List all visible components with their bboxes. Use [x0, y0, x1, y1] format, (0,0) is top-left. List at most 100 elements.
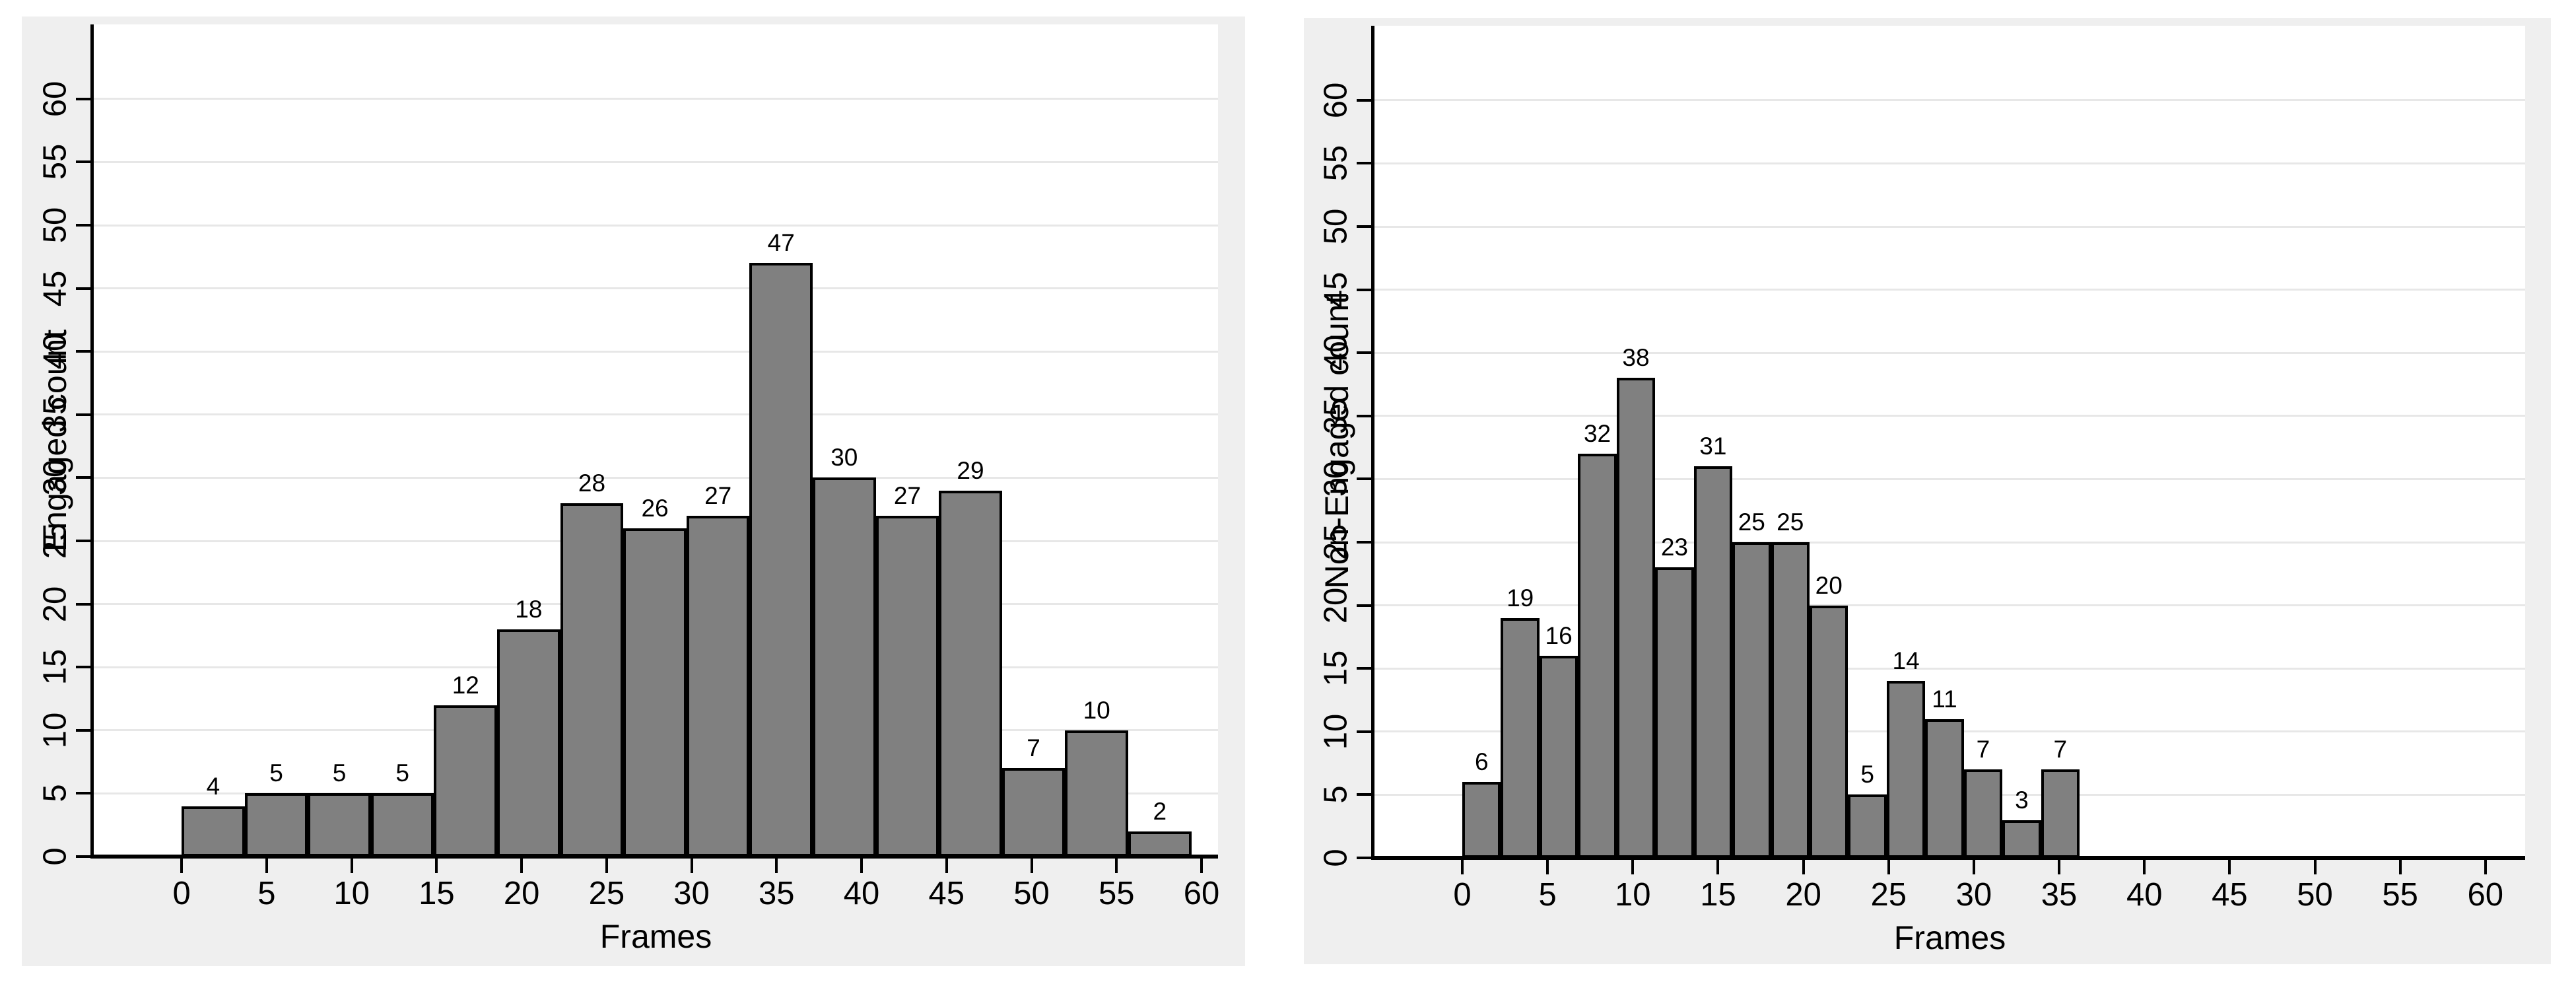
y-tick [76, 350, 90, 353]
x-tick-label: 15 [1700, 877, 1736, 913]
bar [370, 793, 434, 857]
x-tick [1631, 860, 1635, 874]
gridline [1374, 225, 2525, 228]
bar [1693, 466, 1733, 858]
x-tick-label: 5 [257, 876, 276, 911]
y-tick [76, 160, 90, 164]
x-tick [945, 859, 948, 873]
bar-label: 28 [578, 469, 606, 497]
bar [1616, 378, 1656, 858]
bar [1065, 730, 1128, 857]
x-tick-label: 35 [2041, 877, 2078, 913]
y-tick-label: 55 [37, 144, 73, 180]
bar-label: 6 [1474, 748, 1489, 776]
x-axis-title: Frames [599, 918, 712, 955]
bar-label: 27 [704, 481, 732, 509]
y-tick [76, 602, 90, 606]
x-tick-label: 20 [1785, 877, 1821, 913]
y-tick [76, 792, 90, 795]
bar-label: 20 [1815, 571, 1843, 599]
x-tick [265, 859, 268, 873]
x-tick [2228, 860, 2231, 874]
x-tick [350, 859, 353, 873]
bar [1655, 567, 1694, 858]
bar [1001, 768, 1066, 857]
bar [182, 806, 245, 857]
bar-label: 14 [1892, 647, 1920, 675]
bar [813, 477, 876, 857]
x-tick [860, 859, 864, 873]
bar [434, 705, 498, 857]
bar-label: 31 [1699, 433, 1727, 460]
y-tick-label: 60 [1318, 82, 1354, 119]
x-tick-label: 35 [759, 876, 795, 911]
x-tick [1200, 859, 1203, 873]
y-tick [76, 476, 90, 479]
x-tick-label: 40 [843, 876, 880, 911]
bar-label: 11 [1932, 685, 1957, 713]
gridline [1374, 99, 2525, 102]
x-tick-label: 25 [1870, 877, 1907, 913]
bar [1886, 681, 1926, 858]
x-tick [1461, 860, 1464, 874]
x-tick-label: 10 [1615, 877, 1651, 913]
x-tick-label: 50 [1013, 876, 1050, 911]
y-tick [1357, 351, 1371, 355]
bar-label: 30 [830, 444, 858, 472]
bar-label: 7 [2053, 736, 2068, 763]
x-axis-line [1374, 856, 2525, 860]
x-tick [2398, 860, 2402, 874]
bar-label: 12 [452, 671, 479, 699]
y-tick [1357, 793, 1371, 796]
x-tick-label: 15 [419, 876, 455, 911]
chart-figure-non-engaged: 6 19 16 32 38 23 31 25 25 20 5 14 11 7 3 7 0 5 10 15 20 25 30 3… [1304, 18, 2551, 964]
gridline [1374, 541, 2525, 544]
bar [1963, 769, 2003, 858]
x-tick [1115, 859, 1118, 873]
y-tick-label: 5 [37, 784, 73, 803]
y-axis-line [1371, 26, 1374, 860]
bar-label: 38 [1622, 344, 1650, 372]
bar-label: 29 [957, 456, 984, 484]
gridline [94, 98, 1218, 100]
y-tick [76, 666, 90, 669]
bar [1925, 719, 1964, 858]
x-tick [180, 859, 184, 873]
x-tick-label: 30 [1955, 877, 1992, 913]
x-tick [775, 859, 778, 873]
gridline [1374, 604, 2525, 607]
bar [1462, 782, 1501, 858]
gridline [94, 224, 1218, 227]
y-tick [1357, 162, 1371, 165]
x-tick [2143, 860, 2146, 874]
y-tick-label: 20 [1318, 587, 1354, 623]
bar-label: 27 [893, 481, 921, 509]
x-axis-title: Frames [1893, 919, 2006, 956]
x-tick-label: 30 [673, 876, 710, 911]
x-tick-label: 55 [2382, 877, 2418, 913]
bar [1128, 831, 1192, 857]
bar-label: 5 [332, 759, 347, 787]
gridline [1374, 477, 2525, 480]
gridline [94, 287, 1218, 290]
bar-label: 5 [1860, 761, 1874, 789]
bar [1732, 542, 1771, 858]
y-tick [1357, 225, 1371, 228]
gridline [94, 476, 1218, 479]
bar [623, 528, 687, 857]
x-tick [520, 859, 524, 873]
bar-label: 25 [1777, 509, 1804, 536]
x-tick [605, 859, 608, 873]
y-tick [1357, 414, 1371, 417]
y-tick-label: 55 [1318, 145, 1354, 182]
bar-label: 4 [206, 772, 220, 800]
x-tick-label: 0 [1453, 877, 1472, 913]
y-tick [76, 540, 90, 542]
bar-label: 3 [2015, 786, 2029, 814]
x-tick [435, 859, 438, 873]
x-tick [2058, 860, 2061, 874]
x-tick [1802, 860, 1805, 874]
y-tick [76, 97, 90, 100]
bar-label: 10 [1083, 696, 1110, 724]
